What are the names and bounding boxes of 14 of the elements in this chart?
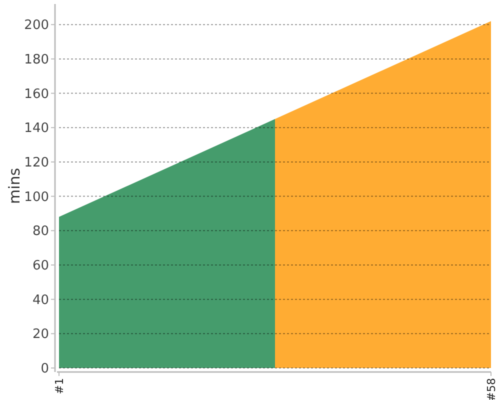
y-axis-title: mins bbox=[5, 168, 24, 204]
y-tick-label: 80 bbox=[32, 224, 49, 240]
y-tick-label: 0 bbox=[40, 362, 49, 377]
y-tick-label: 120 bbox=[24, 156, 49, 171]
y-tick-label: 60 bbox=[32, 258, 49, 274]
x-tick-label: #58 bbox=[484, 378, 498, 400]
y-tick-label: 180 bbox=[24, 52, 49, 68]
y-tick-label: 140 bbox=[24, 121, 49, 136]
y-tick-label: 100 bbox=[24, 190, 49, 205]
y-tick-label: 200 bbox=[24, 18, 49, 34]
y-tick-label: 160 bbox=[24, 86, 49, 102]
y-tick-label: 20 bbox=[32, 327, 49, 342]
x-tick-label: #1 bbox=[52, 378, 66, 394]
y-tick-label: 40 bbox=[32, 292, 49, 308]
